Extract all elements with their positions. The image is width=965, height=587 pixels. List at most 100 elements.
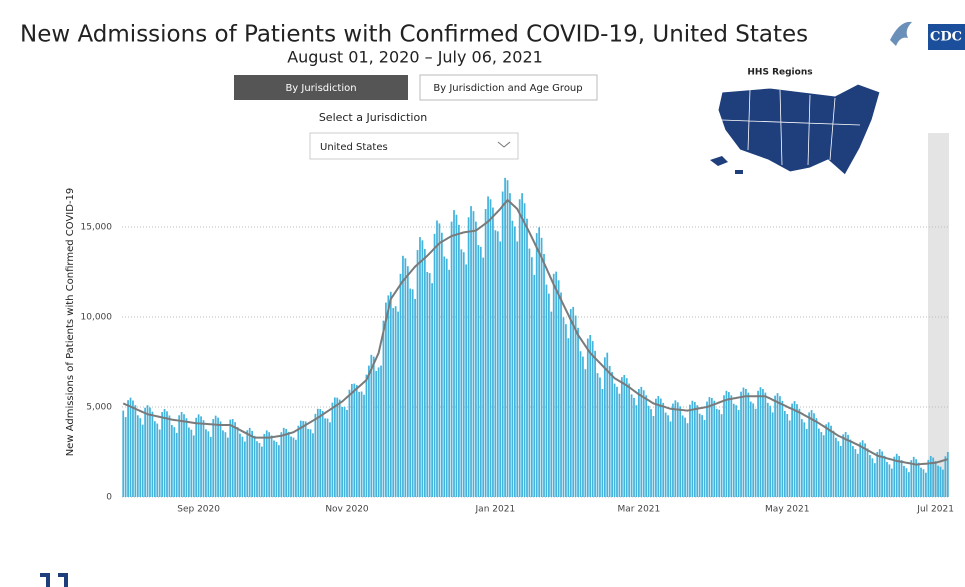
bar xyxy=(878,449,881,497)
bar xyxy=(869,455,871,497)
bar xyxy=(557,280,560,497)
bar xyxy=(482,257,485,497)
bar xyxy=(528,248,531,497)
bar xyxy=(256,441,258,497)
bar xyxy=(752,403,755,497)
bar xyxy=(394,306,397,497)
bar xyxy=(659,398,662,497)
bar xyxy=(263,434,266,497)
bar xyxy=(419,237,421,497)
tab[interactable] xyxy=(419,74,598,101)
bar xyxy=(146,405,149,497)
bar xyxy=(509,193,511,497)
bar xyxy=(331,402,334,497)
bar xyxy=(229,419,232,497)
bar xyxy=(757,390,759,497)
bar xyxy=(929,455,932,497)
bar xyxy=(268,432,271,497)
bar xyxy=(693,401,696,497)
select-label: Select a Jurisdiction xyxy=(319,111,427,124)
bar xyxy=(350,383,353,497)
bar xyxy=(477,245,480,497)
bar xyxy=(217,417,219,497)
cdc-logo-text: CDC xyxy=(930,30,962,45)
bar xyxy=(192,435,195,497)
bar xyxy=(589,335,592,497)
bar xyxy=(672,403,674,497)
bar xyxy=(443,256,446,497)
bar xyxy=(535,233,538,497)
hhs-map[interactable] xyxy=(717,83,881,176)
bar xyxy=(195,417,198,497)
bar xyxy=(893,456,896,497)
bar xyxy=(548,293,550,497)
bar xyxy=(864,443,866,497)
bar xyxy=(458,224,460,497)
bar xyxy=(513,226,516,497)
bar xyxy=(273,440,275,497)
bar xyxy=(616,386,618,497)
bar xyxy=(467,217,470,497)
bar xyxy=(669,421,672,497)
bar xyxy=(594,350,596,497)
bar xyxy=(404,258,407,497)
bar xyxy=(385,302,387,497)
bar xyxy=(881,451,883,497)
bar xyxy=(766,402,769,497)
bar xyxy=(898,455,901,497)
y-tick-label: 15,000 xyxy=(81,223,113,233)
tab-active[interactable] xyxy=(234,75,408,100)
bar xyxy=(475,221,477,497)
bar xyxy=(251,430,254,497)
bar xyxy=(506,180,509,497)
bar xyxy=(679,406,682,497)
bar xyxy=(151,411,154,497)
bar xyxy=(584,369,587,497)
chart-title: New Admissions of Patients with Confirme… xyxy=(20,22,808,48)
bar xyxy=(450,221,453,497)
bar xyxy=(431,283,434,497)
bar xyxy=(725,390,728,497)
bar xyxy=(375,371,378,497)
bar xyxy=(708,397,711,497)
bar xyxy=(817,428,820,497)
bar xyxy=(530,257,533,497)
bar xyxy=(139,418,142,497)
bar xyxy=(156,423,159,497)
bar xyxy=(489,199,492,497)
dropdown-value: United States xyxy=(320,142,388,153)
bar xyxy=(521,193,523,497)
bar xyxy=(861,440,864,497)
bar xyxy=(141,424,144,497)
bar xyxy=(555,271,558,497)
bar xyxy=(871,458,874,497)
bar xyxy=(129,397,132,497)
bar xyxy=(492,207,494,497)
bar xyxy=(423,248,426,497)
tab-label: By Jurisdiction xyxy=(285,83,356,94)
bar xyxy=(569,309,572,497)
bar xyxy=(338,399,341,497)
bar xyxy=(652,416,655,497)
bar xyxy=(416,250,419,497)
bar xyxy=(830,425,832,497)
bar xyxy=(299,420,302,497)
bar xyxy=(637,389,640,497)
bar xyxy=(504,177,506,498)
bar xyxy=(662,402,665,497)
bar xyxy=(470,206,472,497)
bar xyxy=(333,397,336,497)
bar xyxy=(346,409,348,497)
bar xyxy=(703,419,706,497)
bar xyxy=(372,356,375,497)
bar xyxy=(436,220,438,497)
bar xyxy=(236,426,239,497)
bar xyxy=(183,414,185,497)
bar xyxy=(844,432,847,497)
dropdown[interactable] xyxy=(309,132,519,160)
bar xyxy=(730,395,733,497)
bar xyxy=(572,306,575,497)
bar xyxy=(212,419,215,497)
bar xyxy=(611,372,613,497)
bar xyxy=(650,409,652,497)
